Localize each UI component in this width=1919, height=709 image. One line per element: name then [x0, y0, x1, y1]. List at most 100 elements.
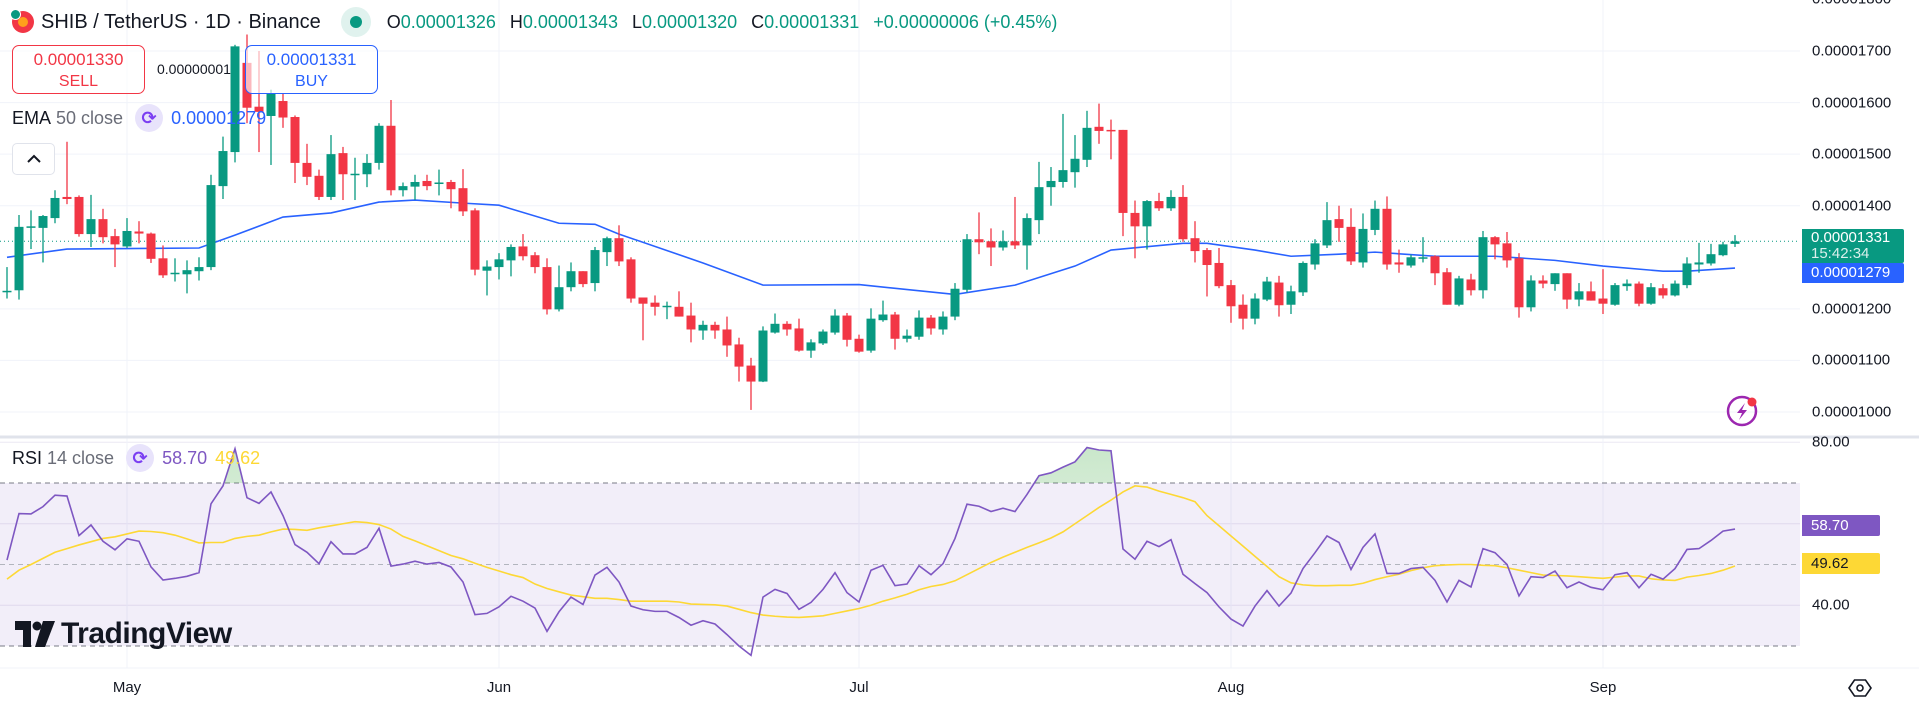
candle-body: [98, 219, 108, 238]
candle-body: [626, 259, 636, 299]
price-axis-label: 0.00001200: [1812, 300, 1892, 318]
candle-body: [1178, 196, 1188, 240]
tradingview-logo[interactable]: TradingView: [15, 617, 232, 651]
candle-body: [686, 315, 696, 330]
candle-body: [374, 125, 384, 163]
candle-body: [1418, 257, 1428, 259]
candle-body: [1490, 237, 1500, 245]
candle-body: [1286, 291, 1296, 305]
candle-body: [158, 258, 168, 276]
market-open-icon[interactable]: [340, 7, 371, 37]
candle-body: [1514, 258, 1524, 308]
candle-body: [1670, 283, 1680, 296]
candle-body: [74, 196, 84, 235]
candle-body: [1262, 281, 1272, 300]
ema-value: 0.00001279: [171, 107, 267, 128]
buy-button[interactable]: 0.00001331 BUY: [245, 45, 378, 94]
candle-body: [602, 238, 612, 253]
rsi-value-tag: 58.70: [1802, 515, 1880, 536]
candle-body: [1058, 170, 1068, 182]
candle-body: [998, 241, 1008, 248]
ema-params: 50 close: [56, 107, 124, 128]
candle-body: [818, 331, 828, 344]
candle-body: [1154, 201, 1164, 209]
price-axis-label: 0.00001500: [1812, 145, 1892, 163]
time-axis-label: Jun: [486, 679, 512, 696]
time-axis-label: May: [112, 679, 142, 696]
low-value: 0.00001320: [642, 11, 738, 32]
candle-body: [170, 272, 180, 275]
candle-body: [1634, 283, 1644, 304]
candle-body: [1130, 212, 1140, 227]
candle-body: [710, 324, 720, 331]
candle-body: [1454, 278, 1464, 305]
symbol-title[interactable]: SHIB / TetherUS · 1D · Binance: [41, 10, 321, 33]
settings-icon[interactable]: [1848, 679, 1872, 697]
time-axis-label: Aug: [1217, 679, 1245, 696]
candle-body: [386, 125, 396, 191]
candle-body: [2, 290, 12, 293]
candle-body: [1526, 280, 1536, 308]
candle-body: [1430, 256, 1440, 274]
candle-body: [854, 338, 864, 352]
time-axis-label: Jul: [849, 679, 869, 696]
candle-body: [950, 288, 960, 317]
brand-name: TradingView: [61, 617, 232, 650]
candle-body: [218, 151, 228, 187]
candle-body: [278, 101, 288, 118]
candle-body: [1034, 187, 1044, 221]
candle-body: [350, 173, 360, 176]
candle-body: [578, 271, 588, 285]
ema-price-tag: 0.00001279: [1802, 263, 1904, 283]
buy-price: 0.00001331: [266, 50, 357, 69]
sell-price: 0.00001330: [33, 50, 124, 69]
candle-body: [1298, 262, 1308, 293]
ema-legend[interactable]: EMA 50 close ⟳ 0.00001279: [12, 104, 266, 132]
candle-body: [1214, 262, 1224, 287]
candle-body: [206, 185, 216, 268]
candle-body: [50, 197, 60, 219]
candle-body: [698, 324, 708, 331]
symbol-header: SHIB / TetherUS · 1D · Binance O 0.000013…: [10, 7, 1066, 37]
candle-body: [254, 106, 264, 112]
candle-body: [1250, 298, 1260, 319]
candle-body: [1370, 208, 1380, 230]
candle-body: [974, 239, 984, 243]
candle-body: [1118, 129, 1128, 213]
candle-body: [1466, 279, 1476, 291]
rsi-legend[interactable]: RSI 14 close ⟳ 58.70 49.62: [12, 444, 260, 472]
candle-body: [1310, 243, 1320, 265]
rsi-axis-label: 40.00: [1812, 596, 1850, 614]
collapse-legend-button[interactable]: [12, 143, 55, 175]
candle-body: [938, 316, 948, 330]
candle-body: [542, 267, 552, 310]
refresh-cycle-icon[interactable]: ⟳: [135, 104, 164, 132]
candle-body: [38, 216, 48, 228]
candle-body: [1010, 241, 1020, 246]
candle-body: [1022, 218, 1032, 246]
candle-body: [866, 318, 876, 351]
rsi-line: [6, 445, 1736, 657]
shib-logo-icon: [10, 9, 34, 33]
sell-label: SELL: [58, 73, 99, 90]
candle-body: [134, 231, 144, 234]
candle-body: [1574, 291, 1584, 300]
candle-body: [458, 188, 468, 212]
lightning-alert-icon[interactable]: [1726, 395, 1758, 427]
sell-button[interactable]: 0.00001330 SELL: [12, 45, 145, 94]
candle-body: [110, 236, 120, 245]
candle-body: [734, 344, 744, 367]
candle-body: [590, 250, 600, 284]
candle-body: [1694, 262, 1704, 265]
candle-body: [314, 175, 324, 197]
candle-body: [146, 233, 156, 259]
candle-body: [878, 314, 888, 321]
rsi-ma-value: 49.62: [215, 447, 261, 468]
refresh-cycle-icon[interactable]: ⟳: [126, 444, 155, 472]
low-label: L: [632, 11, 643, 32]
rsi-value: 58.70: [162, 447, 208, 468]
open-label: O: [386, 11, 401, 32]
candle-body: [338, 153, 348, 175]
candle-body: [1094, 126, 1104, 131]
